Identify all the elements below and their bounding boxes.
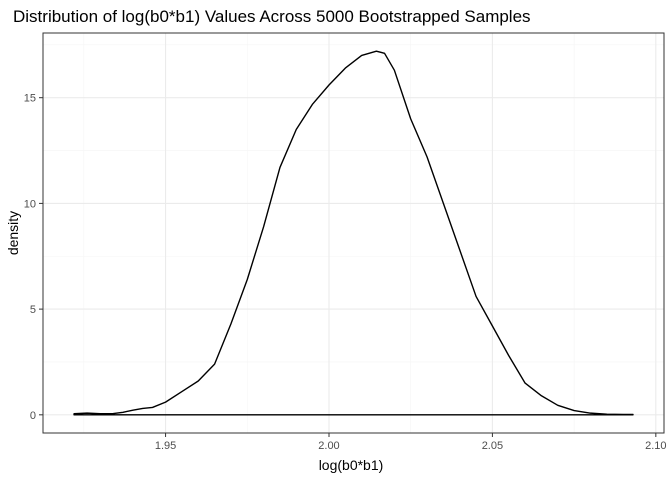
y-tick-label: 10 [24,198,36,210]
y-axis: 0 5 10 15 [24,93,43,422]
x-axis: 1.95 2.00 2.05 2.10 [155,433,667,452]
y-axis-title: density [5,211,21,255]
y-tick-label: 5 [30,304,36,316]
y-tick-label: 15 [24,93,36,105]
density-curve [73,50,634,416]
x-tick-label: 2.05 [482,440,503,452]
panel-background [43,33,664,433]
x-tick-label: 1.95 [155,440,176,452]
plot-panel [42,32,665,434]
x-tick-label: 2.10 [645,440,666,452]
x-axis-title: log(b0*b1) [319,457,384,473]
panel-border [42,32,665,434]
y-tick-label: 0 [30,410,36,422]
x-tick-label: 2.00 [318,440,339,452]
chart-title: Distribution of log(b0*b1) Values Across… [13,7,531,26]
